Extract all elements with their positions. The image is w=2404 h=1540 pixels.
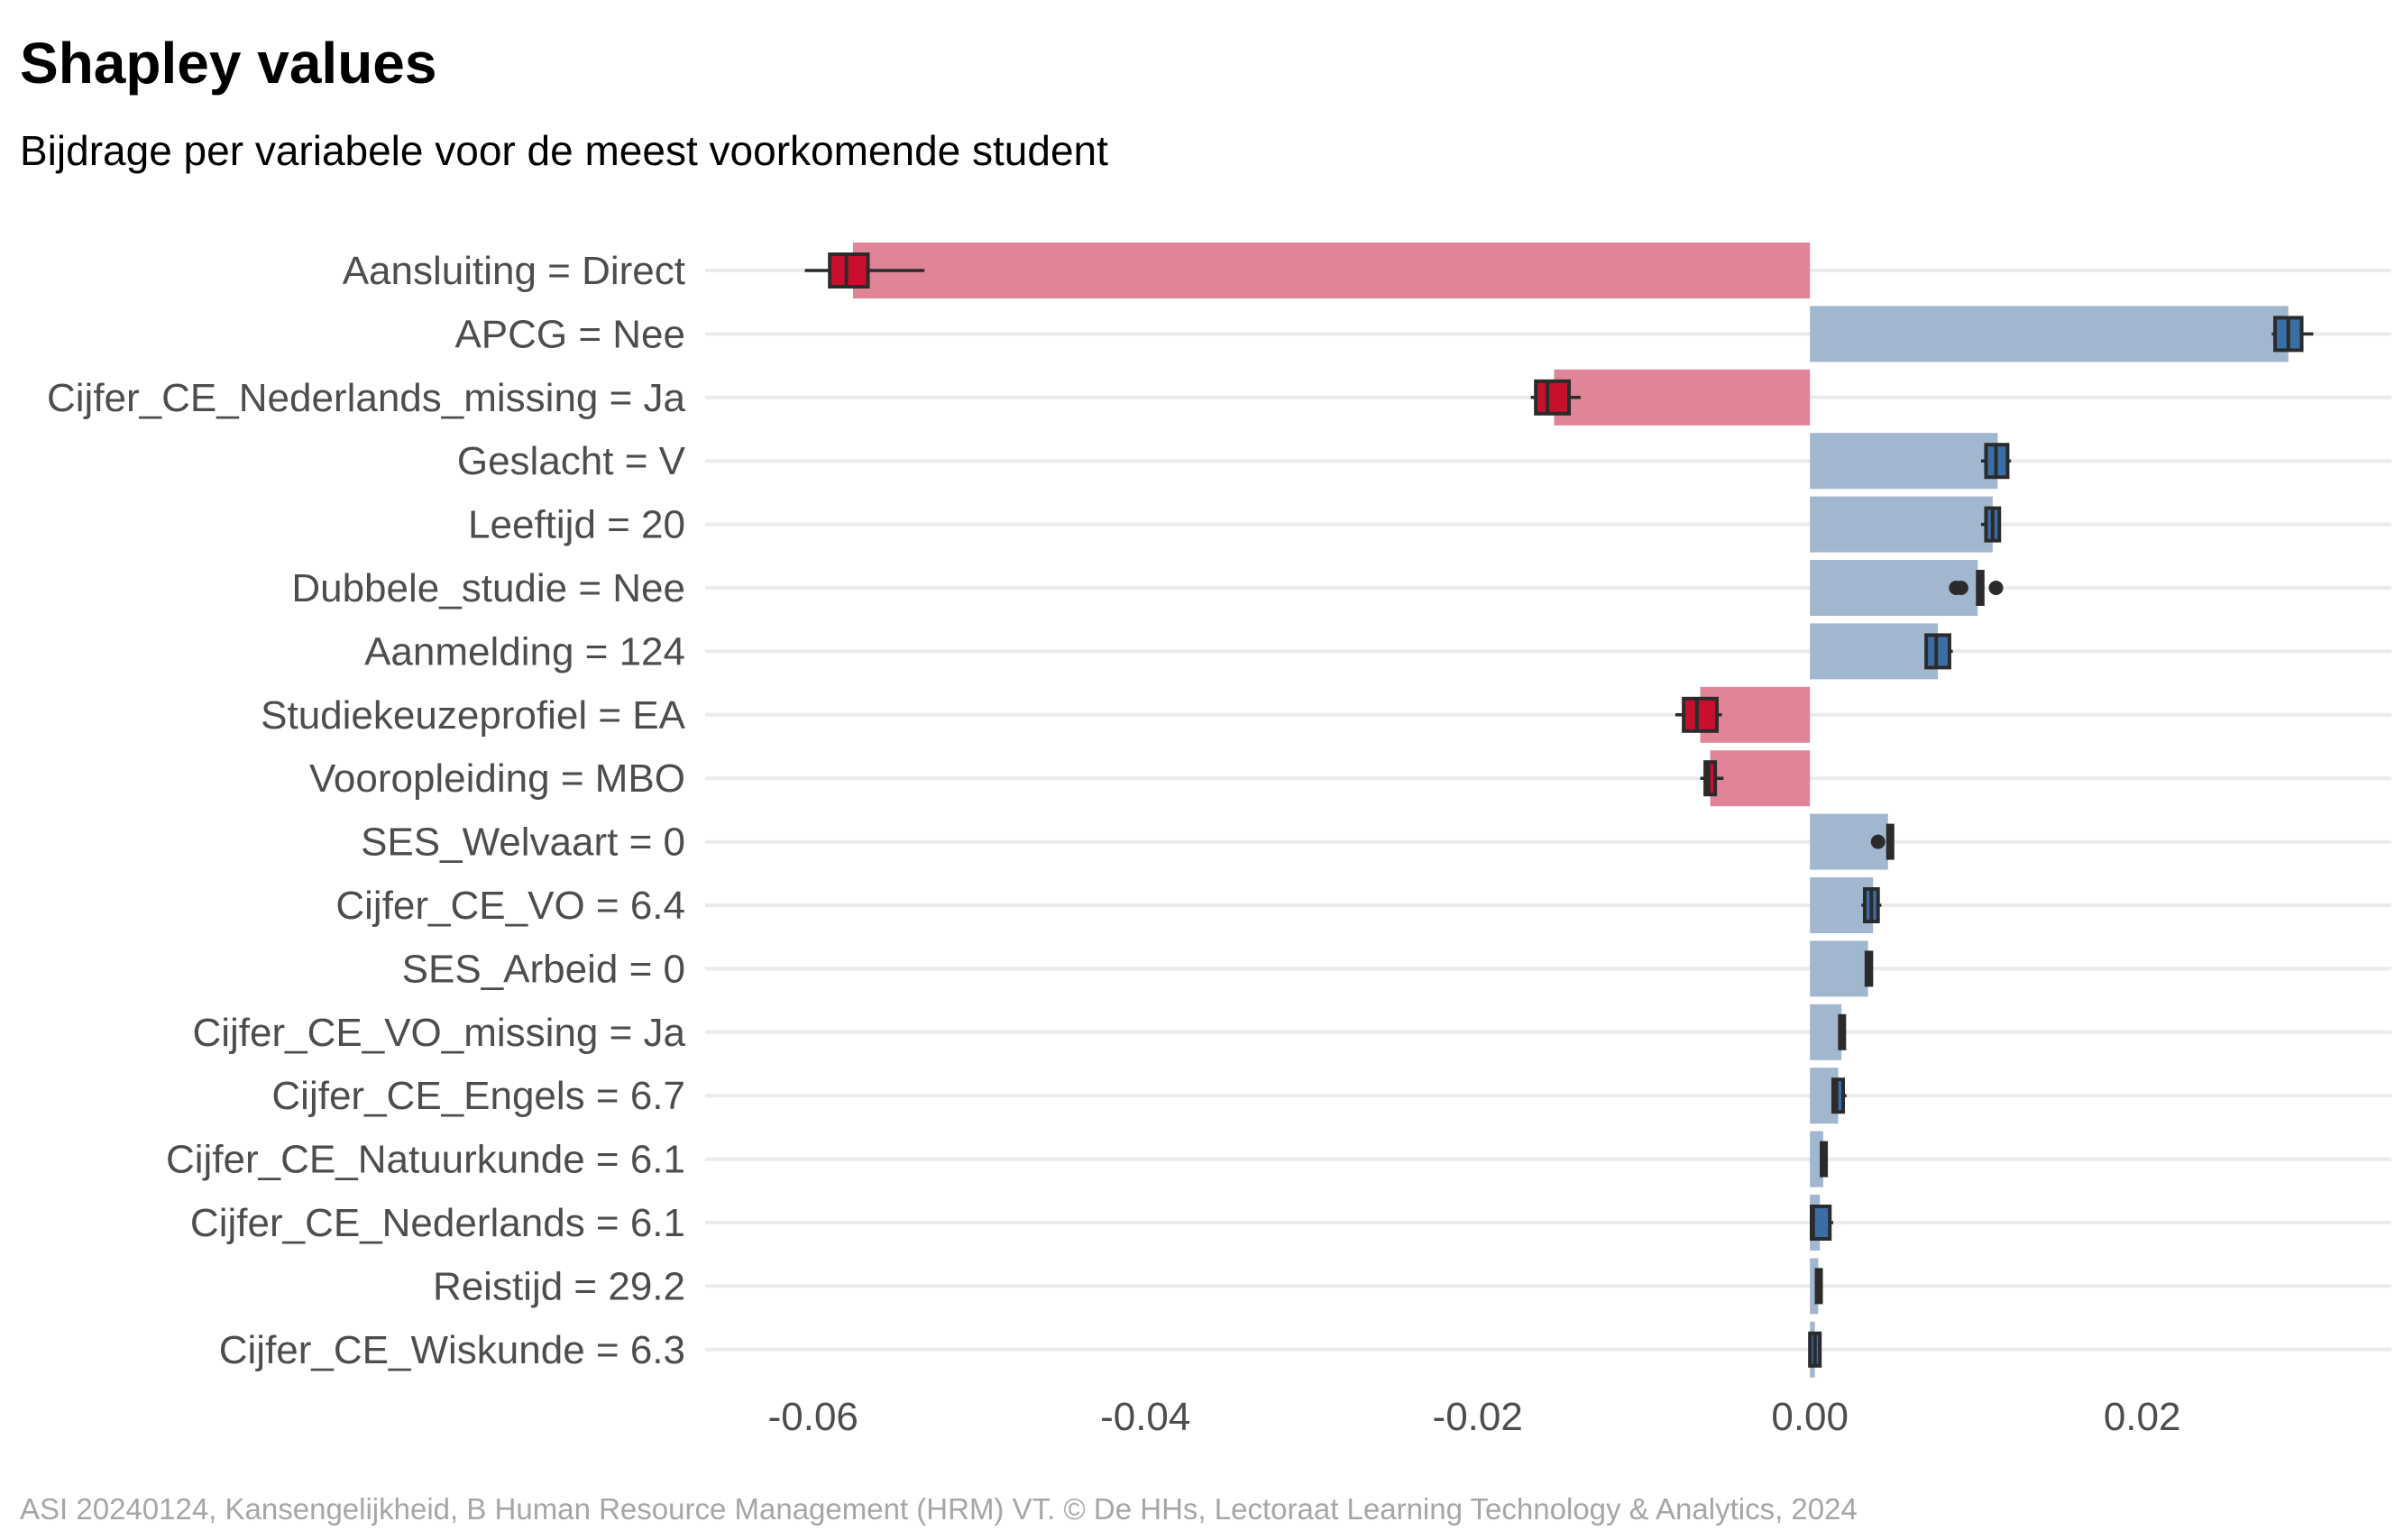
category-label: Cijfer_CE_VO = 6.4 <box>335 884 685 928</box>
category-label: Cijfer_CE_Nederlands_missing = Ja <box>47 376 686 420</box>
box-outlier <box>1988 581 2004 595</box>
bar <box>1810 433 1998 490</box>
box-outlier <box>1953 581 1968 595</box>
category-label: Vooropleiding = MBO <box>309 756 685 801</box>
bar <box>1710 750 1811 807</box>
box-outlier <box>1870 834 1886 849</box>
category-label: Dubbele_studie = Nee <box>291 566 685 610</box>
category-label: Geslacht = V <box>457 439 686 483</box>
grid-lines <box>705 269 2391 1352</box>
x-tick-label: 0.00 <box>1771 1395 1849 1439</box>
category-label: Cijfer_CE_Engels = 6.7 <box>271 1074 685 1118</box>
category-label: Cijfer_CE_Nederlands = 6.1 <box>190 1201 685 1245</box>
bar <box>1810 1258 1819 1315</box>
category-label: SES_Arbeid = 0 <box>402 947 685 991</box>
bar <box>1810 496 1993 553</box>
box-iqr <box>828 252 870 289</box>
bar <box>1810 940 1868 997</box>
boxplots <box>804 252 2314 1368</box>
bar <box>852 243 1811 298</box>
category-label: SES_Welvaart = 0 <box>361 820 685 865</box>
category-label: Cijfer_CE_Natuurkunde = 6.1 <box>166 1138 685 1182</box>
chart-title: Shapley values <box>20 31 437 96</box>
chart-caption: ASI 20240124, Kansengelijkheid, B Human … <box>20 1492 1858 1526</box>
category-label: Aanmelding = 124 <box>364 629 685 674</box>
bar <box>1810 1004 1842 1060</box>
category-label: Reistijd = 29.2 <box>433 1264 685 1308</box>
category-label: Leeftijd = 20 <box>468 503 685 547</box>
category-label: Cijfer_CE_Wiskunde = 6.3 <box>219 1328 685 1372</box>
x-tick-label: -0.06 <box>768 1395 858 1439</box>
bar <box>1810 623 1939 680</box>
bars <box>852 243 2289 1378</box>
x-tick-label: 0.02 <box>2104 1395 2181 1439</box>
category-label: APCG = Nee <box>454 312 685 356</box>
x-axis-ticks: -0.06 -0.04 -0.02 0.00 0.02 <box>768 1395 2181 1439</box>
bar <box>1554 369 1811 426</box>
category-label: Aansluiting = Direct <box>343 249 685 293</box>
category-label: Studiekeuzeprofiel = EA <box>261 693 686 738</box>
box-iqr <box>1682 696 1719 733</box>
category-label: Cijfer_CE_VO_missing = Ja <box>192 1011 685 1055</box>
bar <box>1810 306 2289 362</box>
x-tick-label: -0.04 <box>1100 1395 1190 1439</box>
box-iqr <box>1534 379 1572 416</box>
category-labels: Aansluiting = Direct APCG = Nee Cijfer_CE_… <box>47 249 686 1372</box>
chart-subtitle: Bijdrage per variabele voor de meest voo… <box>20 127 1108 174</box>
x-tick-label: -0.02 <box>1433 1395 1523 1439</box>
